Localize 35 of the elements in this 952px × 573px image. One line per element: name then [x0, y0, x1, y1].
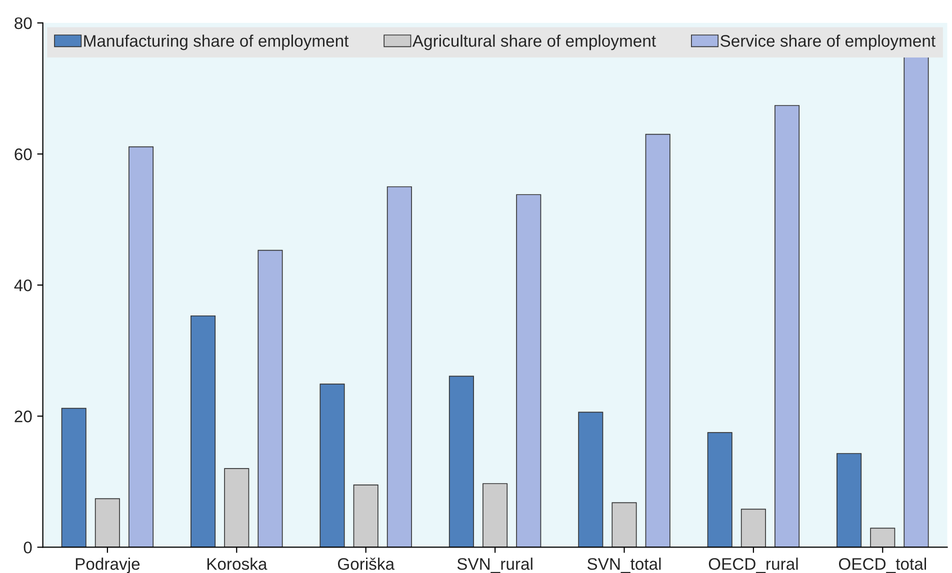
bar: [740, 508, 766, 548]
legend-label: Manufacturing share of employment: [84, 34, 349, 50]
bar: [128, 146, 154, 548]
bar: [320, 384, 345, 548]
bar: [353, 484, 378, 548]
bar: [61, 408, 86, 548]
y-tick-label: 20: [14, 410, 32, 422]
bar: [448, 376, 474, 548]
x-tick-label: Koroska: [207, 558, 268, 570]
y-tick-label: 60: [14, 148, 32, 160]
bar: [870, 528, 896, 548]
bar: [516, 194, 542, 548]
legend-label: Service share of employment: [720, 34, 936, 50]
bar: [190, 315, 216, 548]
x-tick-label: SVN_rural: [457, 558, 532, 573]
bar: [578, 412, 604, 548]
bar: [386, 186, 412, 548]
y-tick-label: 80: [14, 17, 32, 30]
y-tick-label: 40: [14, 279, 32, 292]
x-tick-label: Goriška: [338, 558, 395, 570]
x-tick-label: Podravje: [76, 558, 140, 573]
bar: [836, 453, 862, 548]
bar: [612, 502, 637, 548]
bar: [224, 468, 250, 548]
x-tick-label: OECD_total: [838, 558, 926, 573]
x-tick-label: OECD_rural: [708, 558, 798, 573]
legend-label: Agricultural share of employment: [412, 34, 656, 50]
bar: [645, 134, 670, 548]
bar: [94, 498, 120, 548]
bar: [774, 105, 800, 548]
bar: [258, 250, 283, 548]
x-tick-label: SVN_total: [587, 558, 661, 573]
y-tick-label: 0: [24, 542, 32, 554]
bar: [482, 483, 508, 548]
bar: [707, 432, 732, 548]
